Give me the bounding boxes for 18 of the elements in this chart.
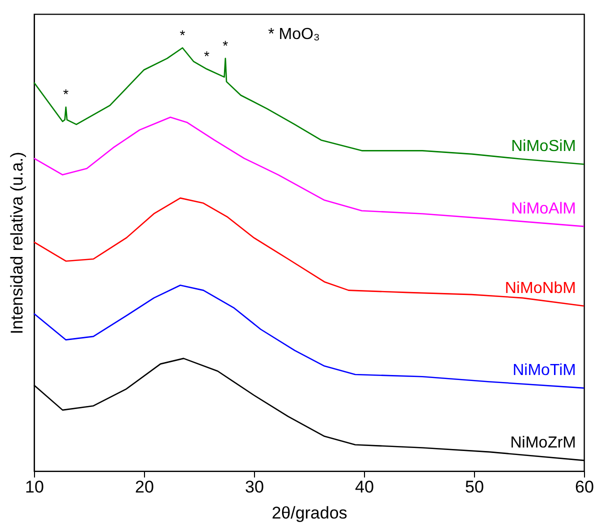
series-label: NiMoTiM	[512, 362, 576, 380]
text: * MoO₃	[268, 26, 320, 43]
x-tick-label: 50	[465, 478, 484, 496]
x-tick-label: 60	[575, 478, 594, 496]
annotation: *	[204, 48, 210, 64]
series-label: NiMoNbM	[504, 280, 576, 297]
annotation: *	[180, 26, 186, 43]
x-tick-label: 10	[25, 478, 44, 496]
x-tick-label: 20	[135, 478, 154, 496]
x-tick-label: 40	[355, 478, 374, 496]
annotation: *	[222, 37, 229, 54]
series-label: NiMoZrM	[510, 434, 576, 452]
y-axis-title: Intensidad relativa (u.a.)	[8, 152, 26, 334]
series-label: NiMoSiM	[511, 138, 576, 156]
x-tick-label: 30	[245, 478, 264, 496]
annotation: *	[63, 86, 70, 102]
x-axis-title: 2θ/grados	[272, 504, 348, 522]
series-label: NiMoAlM	[511, 200, 576, 218]
